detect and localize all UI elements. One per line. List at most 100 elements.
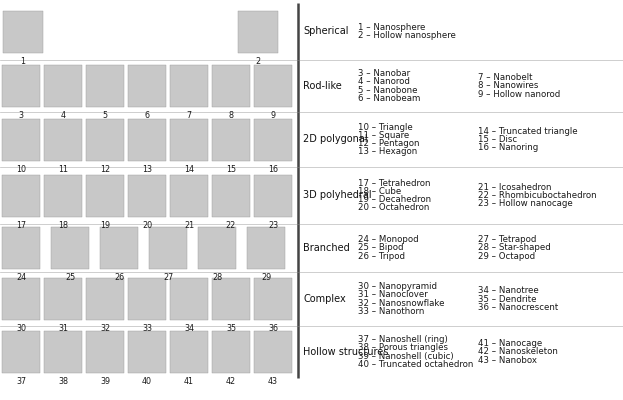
Text: 9: 9	[270, 111, 275, 120]
FancyBboxPatch shape	[254, 65, 292, 107]
Text: 23: 23	[268, 220, 278, 230]
Text: 19 – Decahedron: 19 – Decahedron	[358, 195, 431, 204]
FancyBboxPatch shape	[3, 10, 43, 52]
Text: 28 – Star-shaped: 28 – Star-shaped	[478, 244, 551, 252]
Text: 17 – Tetrahedron: 17 – Tetrahedron	[358, 179, 430, 188]
Text: 22: 22	[226, 220, 236, 230]
FancyBboxPatch shape	[128, 331, 166, 373]
Text: 8: 8	[229, 111, 234, 120]
Text: 3D polyhedral: 3D polyhedral	[303, 190, 372, 200]
FancyBboxPatch shape	[170, 174, 208, 216]
Text: 18: 18	[58, 220, 68, 230]
FancyBboxPatch shape	[86, 174, 124, 216]
Text: 7: 7	[186, 111, 191, 120]
FancyBboxPatch shape	[128, 174, 166, 216]
Text: 32 – Nanosnowflake: 32 – Nanosnowflake	[358, 298, 444, 308]
FancyBboxPatch shape	[44, 118, 82, 160]
Text: 28: 28	[212, 273, 222, 282]
Text: Hollow structures: Hollow structures	[303, 347, 388, 357]
Text: 35: 35	[226, 324, 236, 333]
FancyBboxPatch shape	[238, 10, 278, 52]
Text: 6 – Nanobeam: 6 – Nanobeam	[358, 94, 421, 103]
Text: 7 – Nanobelt: 7 – Nanobelt	[478, 73, 533, 82]
Text: 43: 43	[268, 377, 278, 386]
Text: 1: 1	[21, 56, 26, 66]
Text: 31 – Nanoclover: 31 – Nanoclover	[358, 290, 428, 299]
Text: 29 – Octapod: 29 – Octapod	[478, 252, 535, 261]
FancyBboxPatch shape	[212, 278, 250, 320]
FancyBboxPatch shape	[86, 65, 124, 107]
Text: 41 – Nanocage: 41 – Nanocage	[478, 339, 542, 348]
Text: 19: 19	[100, 220, 110, 230]
Text: 2 – Hollow nanosphere: 2 – Hollow nanosphere	[358, 31, 456, 40]
FancyBboxPatch shape	[212, 331, 250, 373]
Text: 12 – Pentagon: 12 – Pentagon	[358, 139, 419, 148]
Text: 20 – Octahedron: 20 – Octahedron	[358, 203, 429, 212]
Text: 43 – Nanobox: 43 – Nanobox	[478, 356, 537, 365]
Text: 14: 14	[184, 164, 194, 174]
FancyBboxPatch shape	[128, 65, 166, 107]
Text: 38: 38	[58, 377, 68, 386]
Text: 13: 13	[142, 164, 152, 174]
FancyBboxPatch shape	[170, 118, 208, 160]
Text: 25: 25	[65, 273, 75, 282]
Text: 5: 5	[102, 111, 108, 120]
Text: Branched: Branched	[303, 243, 350, 253]
FancyBboxPatch shape	[2, 331, 40, 373]
FancyBboxPatch shape	[2, 227, 40, 269]
Text: 18 – Cube: 18 – Cube	[358, 187, 401, 196]
Text: 2: 2	[255, 56, 260, 66]
Text: 29: 29	[261, 273, 271, 282]
Text: 25 – Bipod: 25 – Bipod	[358, 244, 404, 252]
Text: 1 – Nanosphere: 1 – Nanosphere	[358, 23, 426, 32]
Text: Complex: Complex	[303, 294, 346, 304]
FancyBboxPatch shape	[2, 174, 40, 216]
Text: 40 – Truncated octahedron: 40 – Truncated octahedron	[358, 360, 473, 369]
Text: 12: 12	[100, 164, 110, 174]
FancyBboxPatch shape	[212, 118, 250, 160]
Text: 36: 36	[268, 324, 278, 333]
Text: 41: 41	[184, 377, 194, 386]
FancyBboxPatch shape	[212, 65, 250, 107]
FancyBboxPatch shape	[44, 331, 82, 373]
Text: 6: 6	[145, 111, 150, 120]
FancyBboxPatch shape	[2, 278, 40, 320]
Text: 30: 30	[16, 324, 26, 333]
Text: 2D polygonal: 2D polygonal	[303, 134, 368, 144]
FancyBboxPatch shape	[254, 118, 292, 160]
FancyBboxPatch shape	[86, 331, 124, 373]
Text: 35 – Dendrite: 35 – Dendrite	[478, 294, 536, 304]
Text: 33: 33	[142, 324, 152, 333]
Text: 27 – Tetrapod: 27 – Tetrapod	[478, 235, 536, 244]
FancyBboxPatch shape	[170, 331, 208, 373]
Text: 34 – Nanotree: 34 – Nanotree	[478, 286, 539, 295]
Text: 3: 3	[19, 111, 24, 120]
FancyBboxPatch shape	[128, 278, 166, 320]
Text: 15: 15	[226, 164, 236, 174]
FancyBboxPatch shape	[100, 227, 138, 269]
FancyBboxPatch shape	[198, 227, 236, 269]
Text: 24 – Monopod: 24 – Monopod	[358, 235, 419, 244]
FancyBboxPatch shape	[212, 174, 250, 216]
FancyBboxPatch shape	[149, 227, 187, 269]
Text: 26: 26	[114, 273, 124, 282]
Text: 24: 24	[16, 273, 26, 282]
Text: 27: 27	[163, 273, 173, 282]
FancyBboxPatch shape	[170, 65, 208, 107]
Text: 42: 42	[226, 377, 236, 386]
FancyBboxPatch shape	[51, 227, 89, 269]
FancyBboxPatch shape	[128, 118, 166, 160]
Text: 16 – Nanoring: 16 – Nanoring	[478, 143, 538, 152]
Text: 16: 16	[268, 164, 278, 174]
Text: 38 – Porous triangles: 38 – Porous triangles	[358, 343, 448, 352]
Text: Spherical: Spherical	[303, 26, 348, 36]
FancyBboxPatch shape	[2, 118, 40, 160]
Text: 21 – Icosahedron: 21 – Icosahedron	[478, 183, 551, 192]
FancyBboxPatch shape	[86, 278, 124, 320]
Text: 4 – Nanorod: 4 – Nanorod	[358, 77, 410, 86]
Text: 33 – Nanothorn: 33 – Nanothorn	[358, 307, 424, 316]
FancyBboxPatch shape	[247, 227, 285, 269]
Text: 5 – Nanobone: 5 – Nanobone	[358, 86, 417, 94]
Text: 9 – Hollow nanorod: 9 – Hollow nanorod	[478, 90, 560, 99]
Text: 42 – Nanoskeleton: 42 – Nanoskeleton	[478, 348, 558, 356]
